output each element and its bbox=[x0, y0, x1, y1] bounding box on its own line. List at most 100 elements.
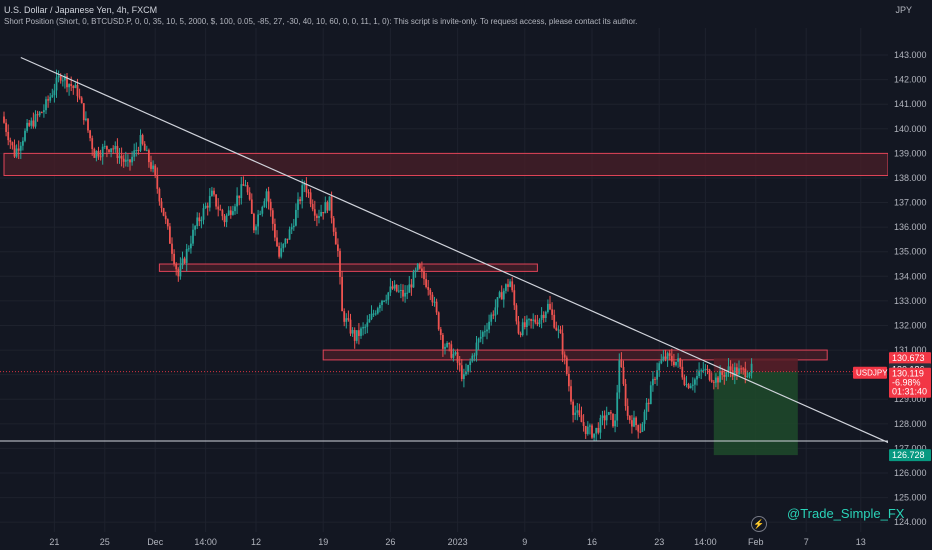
candle-down bbox=[442, 334, 444, 349]
candle-down bbox=[668, 353, 671, 356]
candle-down bbox=[9, 140, 12, 143]
candle-up bbox=[38, 112, 41, 116]
candle-up bbox=[34, 114, 37, 127]
candle-down bbox=[59, 75, 62, 81]
candle-up bbox=[185, 248, 188, 263]
candle-up bbox=[727, 366, 730, 372]
candle-down bbox=[164, 215, 167, 220]
candle-down bbox=[570, 386, 572, 402]
candle-down bbox=[11, 142, 14, 146]
x-tick-label: 21 bbox=[49, 537, 59, 547]
candle-up bbox=[694, 379, 696, 385]
candle-up bbox=[68, 84, 70, 88]
candle-down bbox=[628, 415, 631, 421]
y-tick-label: 128.000 bbox=[894, 419, 927, 429]
candle-up bbox=[532, 319, 535, 321]
candle-down bbox=[175, 264, 178, 270]
candle-up bbox=[280, 248, 283, 257]
candle-up bbox=[463, 374, 465, 379]
candle-down bbox=[584, 425, 587, 434]
indicator-legend[interactable]: Short Position (Short, 0, BTCUSD.P, 0, 0… bbox=[4, 17, 638, 26]
candle-down bbox=[500, 292, 503, 300]
candle-up bbox=[265, 191, 268, 202]
candle-down bbox=[492, 314, 495, 316]
candle-up bbox=[484, 331, 486, 333]
candle-down bbox=[507, 284, 509, 287]
candle-down bbox=[213, 190, 215, 195]
candle-down bbox=[330, 196, 333, 219]
candle-up bbox=[526, 319, 528, 328]
candle-down bbox=[7, 131, 10, 141]
candle-down bbox=[742, 368, 745, 370]
current-price-badge-line: 130.119 bbox=[892, 369, 924, 379]
sr-zone bbox=[3, 152, 889, 177]
candle-up bbox=[538, 319, 541, 325]
candle-down bbox=[278, 246, 280, 257]
y-tick-label: 126.000 bbox=[894, 468, 927, 478]
candle-down bbox=[437, 312, 440, 330]
candle-down bbox=[160, 201, 163, 209]
y-tick-label: 132.000 bbox=[894, 320, 927, 330]
candle-down bbox=[238, 195, 241, 199]
candle-down bbox=[410, 284, 413, 288]
candle-down bbox=[427, 287, 430, 290]
candle-down bbox=[76, 84, 79, 97]
y-tick-label: 143.000 bbox=[894, 50, 927, 60]
x-tick-label: 14:00 bbox=[694, 537, 717, 547]
candle-up bbox=[675, 361, 677, 366]
candle-up bbox=[297, 199, 299, 210]
x-tick-label: 14:00 bbox=[194, 537, 217, 547]
candle-down bbox=[456, 352, 459, 363]
candle-up bbox=[406, 292, 409, 294]
symbol-badge: USDJPY bbox=[856, 369, 888, 378]
candle-down bbox=[708, 369, 711, 380]
x-tick-label: 9 bbox=[522, 537, 527, 547]
candle-up bbox=[586, 426, 589, 434]
stop-price-badge-bg bbox=[889, 352, 931, 365]
candle-up bbox=[685, 384, 688, 386]
candle-down bbox=[542, 314, 545, 319]
candle-up bbox=[85, 118, 87, 121]
candle-up bbox=[192, 229, 194, 244]
candle-down bbox=[513, 290, 516, 306]
candle-up bbox=[236, 195, 238, 207]
candle-down bbox=[402, 289, 404, 297]
candle-up bbox=[124, 159, 127, 162]
candle-up bbox=[498, 292, 501, 298]
y-tick-label: 139.000 bbox=[894, 148, 927, 158]
lightning-icon[interactable]: ⚡ bbox=[751, 516, 767, 532]
candle-down bbox=[269, 201, 272, 211]
candle-down bbox=[681, 366, 684, 378]
y-tick-label: 134.000 bbox=[894, 271, 927, 281]
candle-down bbox=[13, 145, 16, 157]
candle-up bbox=[509, 281, 511, 287]
candle-up bbox=[467, 364, 469, 372]
candle-up bbox=[194, 226, 196, 230]
candle-down bbox=[156, 175, 159, 189]
currency-label: JPY bbox=[895, 5, 912, 15]
candle-down bbox=[120, 155, 123, 159]
candle-up bbox=[320, 212, 322, 216]
candle-down bbox=[729, 366, 732, 371]
y-tick-label: 127.000 bbox=[894, 443, 927, 453]
candle-down bbox=[253, 213, 255, 231]
candle-up bbox=[295, 209, 297, 226]
candle-down bbox=[97, 150, 100, 157]
candle-up bbox=[645, 402, 648, 412]
time-axis bbox=[0, 532, 932, 550]
candle-down bbox=[40, 112, 43, 114]
candle-down bbox=[150, 162, 152, 169]
candle-down bbox=[229, 210, 232, 215]
candle-up bbox=[45, 99, 47, 111]
candle-down bbox=[309, 192, 312, 204]
candle-down bbox=[580, 415, 583, 423]
candle-down bbox=[106, 146, 108, 150]
candle-up bbox=[658, 363, 661, 371]
candle-up bbox=[748, 373, 751, 377]
candle-up bbox=[240, 184, 243, 199]
candle-up bbox=[372, 313, 375, 315]
x-tick-label: Feb bbox=[748, 537, 764, 547]
y-tick-label: 141.000 bbox=[894, 99, 927, 109]
candle-up bbox=[366, 322, 369, 327]
